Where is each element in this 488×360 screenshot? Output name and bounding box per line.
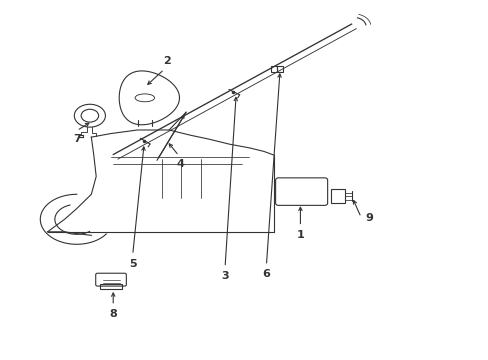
Text: 6: 6 [262, 269, 270, 279]
Text: 5: 5 [129, 258, 136, 269]
Text: 2: 2 [163, 57, 170, 66]
Text: 4: 4 [176, 159, 184, 169]
Text: 9: 9 [365, 213, 372, 223]
Text: 3: 3 [221, 271, 228, 281]
Text: 7: 7 [73, 134, 81, 144]
Text: 1: 1 [296, 230, 304, 240]
Text: 8: 8 [109, 309, 117, 319]
